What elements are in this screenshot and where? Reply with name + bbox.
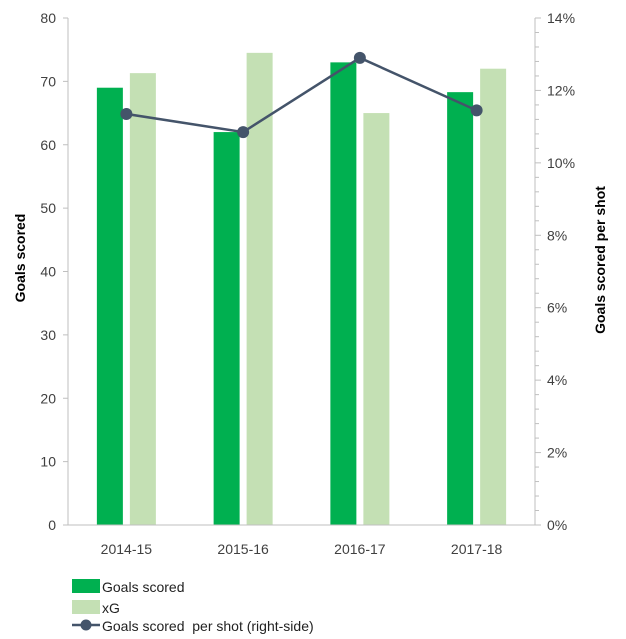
bar-xg-2017-18 [480,68,507,525]
bar-goals-scored-2016-17 [330,62,357,526]
bar-xg-2016-17 [363,113,390,525]
point-per-shot-2017-18 [470,104,483,117]
y-tick-label: 10 [40,454,56,470]
y2-tick-label: 4% [547,372,567,388]
legend-swatch-xg [72,600,100,614]
legend: Goals scored xG Goals scored per shot (r… [72,579,314,634]
bar-goals-scored-2014-15 [96,87,123,526]
y2-tick-label: 6% [547,300,567,316]
y2-tick-label: 8% [547,227,567,243]
x-tick-label: 2014-15 [101,541,153,557]
y-tick-label: 70 [40,73,56,89]
y2-tick-label: 14% [547,10,575,26]
point-per-shot-2015-16 [237,126,250,139]
y2-tick-label: 10% [547,155,575,171]
bars-layer [96,52,507,526]
line-layer [120,51,483,139]
legend-label-xg: xG [102,600,120,616]
y-tick-label: 40 [40,264,56,280]
y2-tick-label: 12% [547,82,575,98]
y-tick-label: 0 [48,517,56,533]
y-tick-label: 20 [40,390,56,406]
series-line-per-shot [126,56,478,134]
y-tick-label: 80 [40,10,56,26]
x-tick-label: 2015-16 [217,541,269,557]
bar-goals-scored-2017-18 [447,92,474,526]
y2-axis-title: Goals scored per shot [592,186,608,334]
x-tick-label: 2017-18 [451,541,503,557]
y-tick-label: 30 [40,327,56,343]
y2-tick-label: 2% [547,445,567,461]
legend-label-goals-scored: Goals scored [102,579,184,595]
legend-swatch-goals-scored [72,579,100,593]
point-per-shot-2014-15 [120,107,133,120]
bar-xg-2015-16 [246,52,273,525]
y-tick-label: 60 [40,137,56,153]
x-tick-label: 2016-17 [334,541,386,557]
ticks-layer: 2014-15 2015-16 2016-17 2017-18 0 10 20 30 40 50 6… [40,10,575,557]
bar-xg-2014-15 [129,73,156,525]
legend-label-per-shot: Goals scored per shot (right-side) [102,618,314,634]
point-per-shot-2016-17 [353,51,366,64]
y2-tick-label: 0% [547,517,567,533]
legend-marker-per-shot [80,619,92,631]
y-tick-label: 50 [40,200,56,216]
y-axis-title: Goals scored [12,214,28,303]
bar-goals-scored-2015-16 [213,132,240,525]
